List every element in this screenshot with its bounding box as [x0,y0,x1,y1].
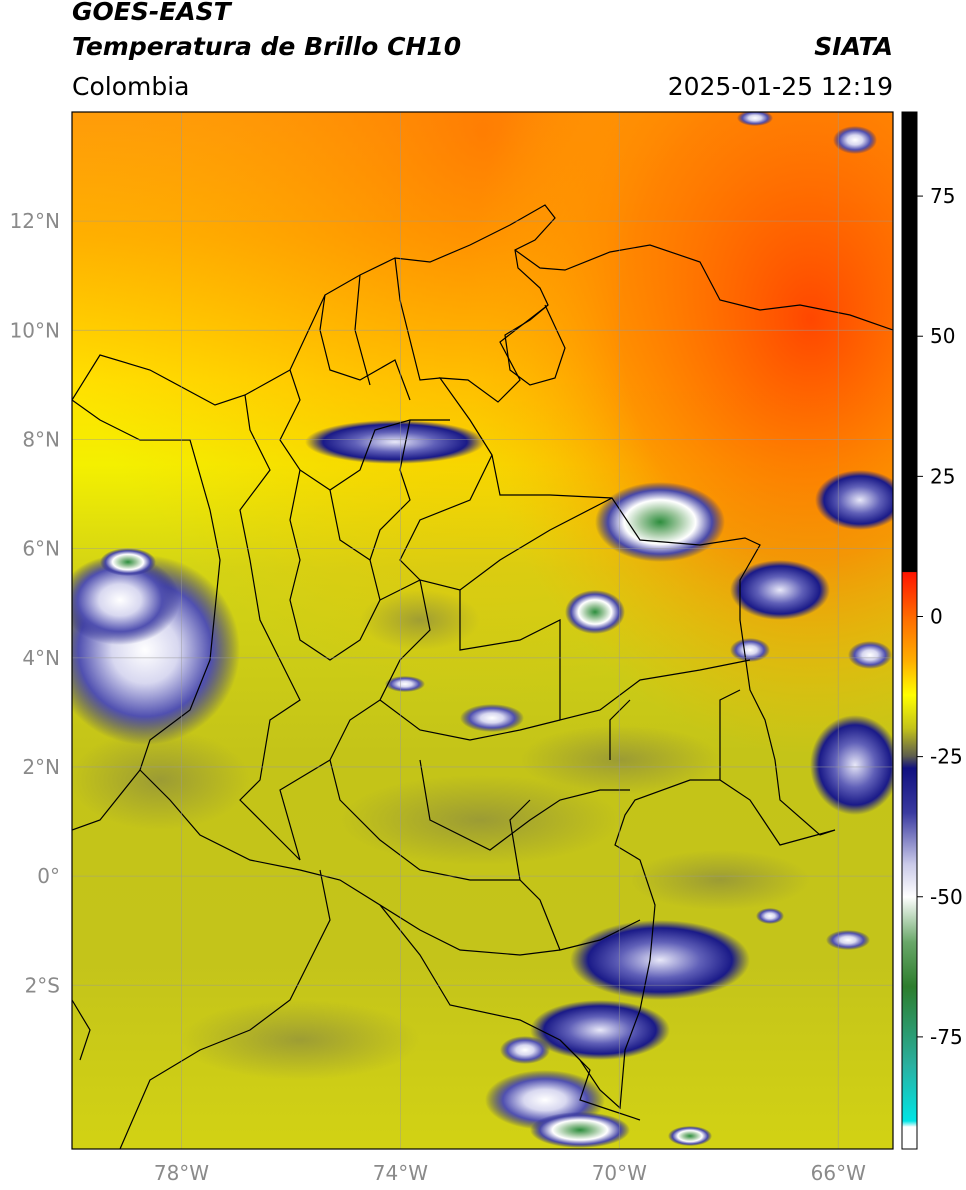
colorbar-band [902,694,917,730]
lat-tick-label: 0° [37,864,60,888]
cloud-cluster-amazon [570,920,750,1000]
lat-tick-label: 6°N [22,537,60,561]
colorbar-band [902,616,917,662]
colorbar-tick-label: 50 [930,324,955,348]
agency-label: SIATA [814,32,893,61]
lat-tick-label: 2°S [25,973,60,997]
lon-tick-label: 70°W [592,1161,647,1185]
lat-tick-label: 10°N [10,318,60,342]
colorbar: 75 50 25 0 -25 -50 -75 [901,111,963,1150]
lat-tick-label: 12°N [10,209,60,233]
colorbar-band [902,767,917,814]
colorbar-band [902,756,917,769]
colorbar-tick-label: -50 [930,885,963,909]
brightness-temperature-field [72,112,893,1149]
colorbar-tick-label: -25 [930,745,963,769]
graticule [72,112,893,1149]
colorbar-tick-label: 0 [930,604,943,628]
lat-tick-label: 2°N [22,755,60,779]
colorbar-band [902,896,917,943]
colorbar-band [902,941,917,987]
colorbar-tick-label: 25 [930,464,955,488]
cloud-cluster-venezuela [595,482,725,562]
product-title: Temperatura de Brillo CH10 [72,32,462,61]
colorbar-band [902,1126,917,1150]
lon-tick-label: 74°W [373,1161,428,1185]
colorbar-tick-label: 75 [930,184,955,208]
colorbar-band [902,112,917,573]
colorbar-band [902,1064,917,1122]
colorbar-band [902,661,917,696]
map-frame [71,111,894,1150]
cloud-cluster-magdalena [305,420,485,464]
colorbar-band [902,863,917,898]
lat-tick-label: 4°N [22,646,60,670]
colorbar-band [902,728,917,758]
longitude-labels: 78°W 74°W 70°W 66°W [154,1161,866,1185]
colorbar-band [902,986,917,1066]
colorbar-band [902,572,917,617]
boundaries [72,204,893,1149]
colorbar-band [902,1120,917,1128]
latitude-labels: 12°N 10°N 8°N 6°N 4°N 2°N 0° 2°S [10,209,60,997]
region-label: Colombia [72,72,190,101]
lon-tick-label: 66°W [811,1161,866,1185]
satellite-title: GOES-EAST [72,0,231,26]
colorbar-band [902,812,917,864]
lat-tick-label: 8°N [22,427,60,451]
colorbar-band [902,571,917,573]
datetime-label: 2025-01-25 12:19 [667,72,893,101]
lon-tick-label: 78°W [154,1161,209,1185]
colorbar-tick-label: -75 [930,1025,963,1049]
